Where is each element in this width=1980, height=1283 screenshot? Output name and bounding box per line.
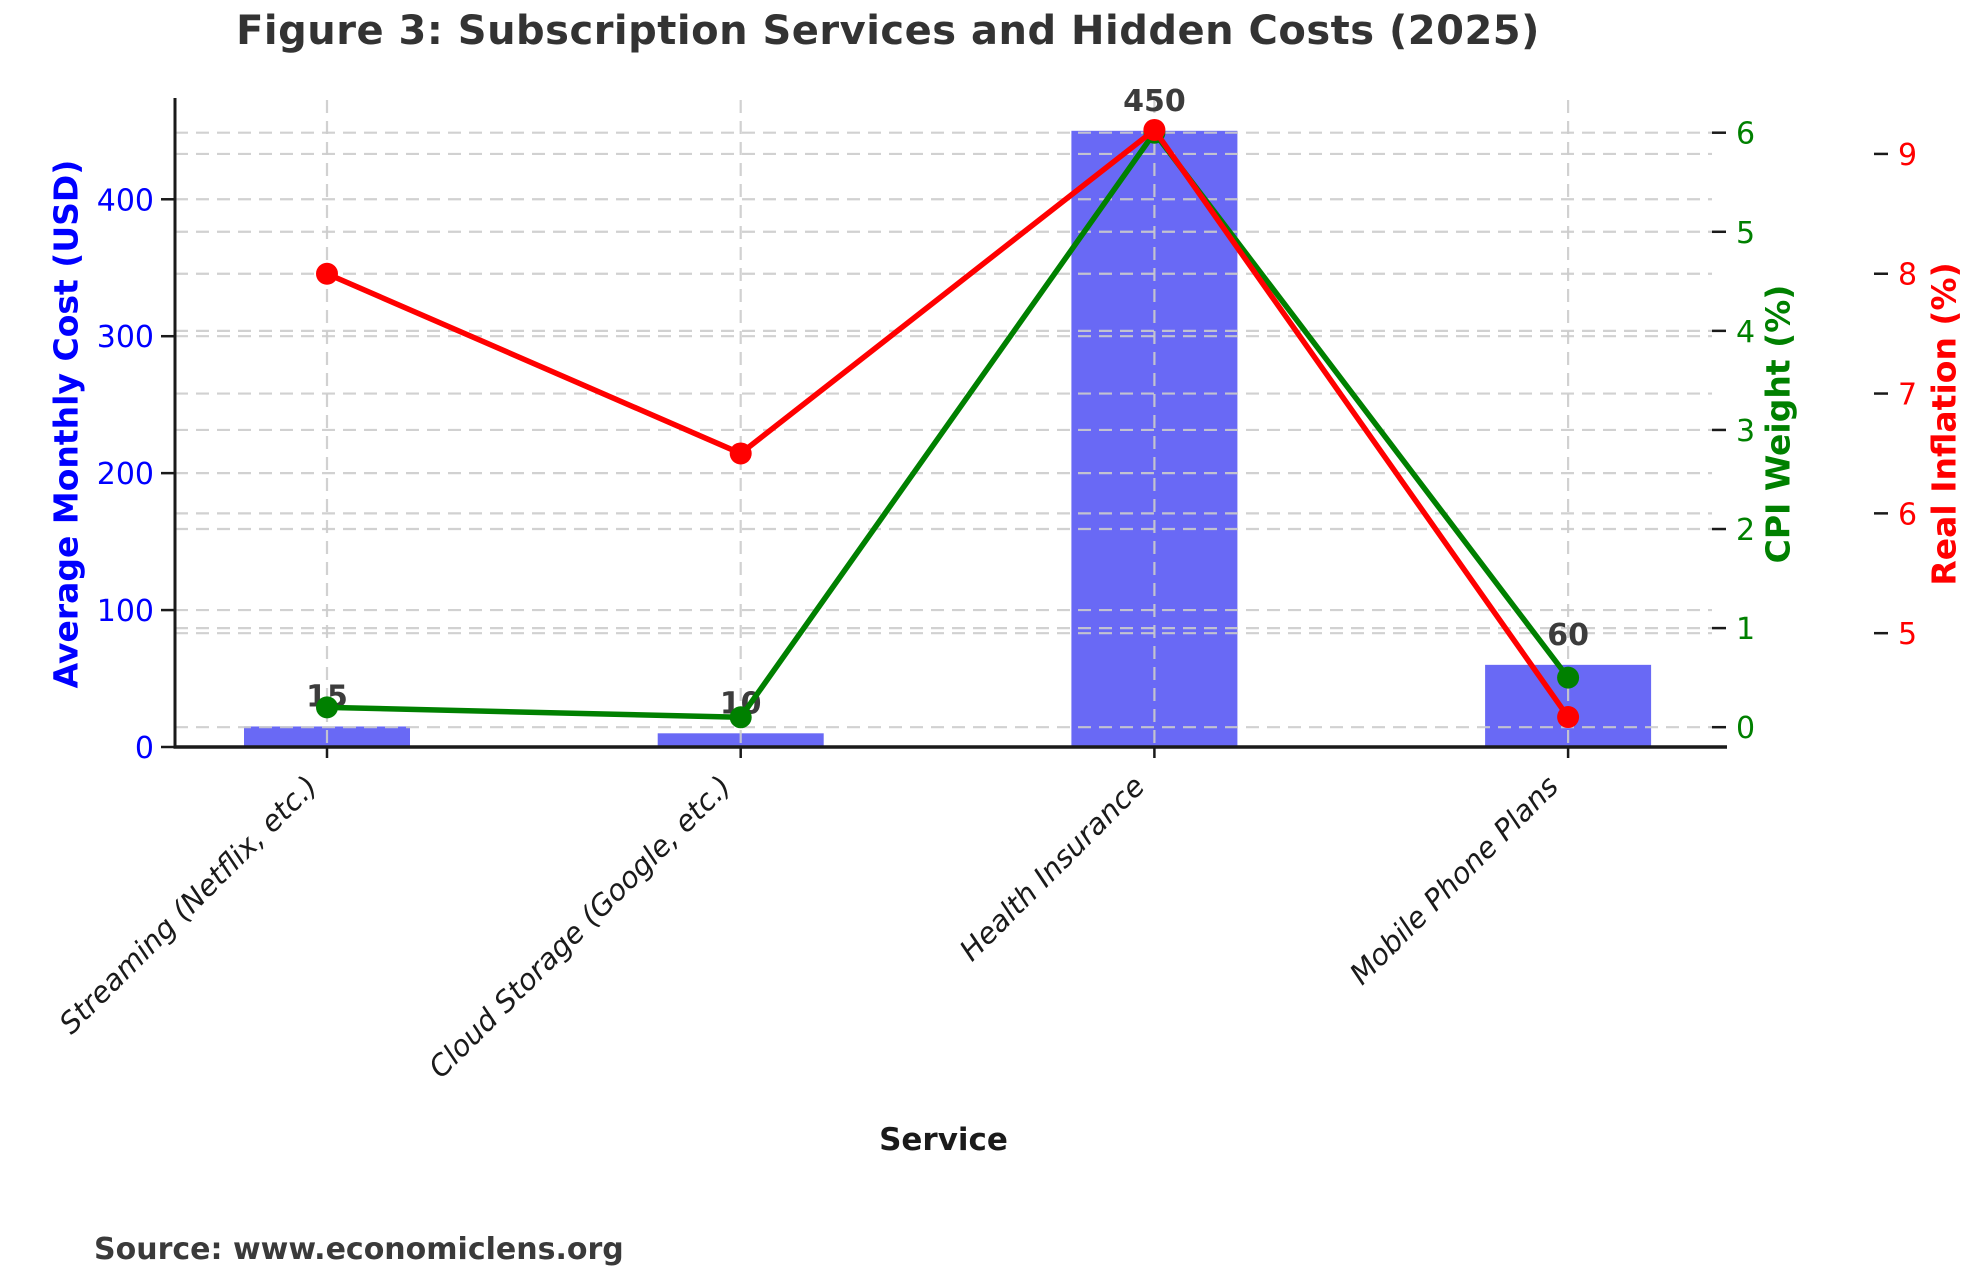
bar-value-label-mobile-phone-plans: 60	[1547, 618, 1589, 653]
left-tick-label-100: 100	[97, 594, 154, 629]
left-tick-label-200: 200	[97, 457, 154, 492]
line-real-inflation	[324, 127, 1571, 720]
inflation-tick-label-8: 8	[1898, 258, 1917, 293]
source-note: Source: www.economiclens.org	[94, 1232, 624, 1267]
cpi-tick-label-2: 2	[1736, 513, 1755, 548]
left-axis-label: Average Monthly Cost (USD)	[46, 159, 86, 689]
point-real-inflation-mobile-phone-plans	[1557, 706, 1580, 729]
x-tick-label-cloud-storage-google-etc: Cloud Storage (Google, etc.)	[422, 769, 738, 1085]
x-tick-label-mobile-phone-plans: Mobile Phone Plans	[1343, 769, 1565, 991]
cpi-tick-label-0: 0	[1736, 711, 1755, 746]
cpi-tick-label-4: 4	[1736, 315, 1755, 350]
point-real-inflation-cloud-storage-google-etc	[729, 442, 752, 465]
bar-value-label-health-insurance: 450	[1123, 84, 1186, 119]
line-cpi-weight	[324, 129, 1571, 721]
x-tick-label-streaming-netflix-etc: Streaming (Netflix, etc.)	[52, 769, 323, 1040]
cpi-axis-label: CPI Weight (%)	[1758, 284, 1798, 564]
cpi-tick-label-3: 3	[1736, 414, 1755, 449]
left-tick-label-0: 0	[135, 731, 154, 766]
point-cpi-weight-streaming-netflix-etc	[316, 696, 338, 719]
cpi-tick-label-1: 1	[1736, 612, 1755, 647]
inflation-tick-label-9: 9	[1898, 138, 1917, 173]
left-tick-label-400: 400	[97, 183, 154, 218]
x-tick-label-health-insurance: Health Insurance	[953, 769, 1152, 968]
inflation-axis-label: Real Inflation (%)	[1924, 262, 1964, 586]
point-real-inflation-health-insurance	[1143, 118, 1166, 141]
chart-title: Figure 3: Subscription Services and Hidd…	[236, 8, 1540, 54]
x-axis-label: Service	[879, 1122, 1008, 1158]
point-cpi-weight-mobile-phone-plans	[1557, 666, 1580, 689]
cpi-tick-label-5: 5	[1736, 216, 1755, 251]
inflation-tick-label-7: 7	[1898, 378, 1917, 413]
inflation-tick-label-5: 5	[1898, 617, 1917, 652]
left-tick-label-300: 300	[97, 320, 154, 355]
point-cpi-weight-cloud-storage-google-etc	[729, 706, 752, 729]
cpi-tick-label-6: 6	[1736, 117, 1755, 152]
inflation-tick-label-6: 6	[1898, 497, 1917, 532]
point-real-inflation-streaming-netflix-etc	[316, 262, 338, 285]
